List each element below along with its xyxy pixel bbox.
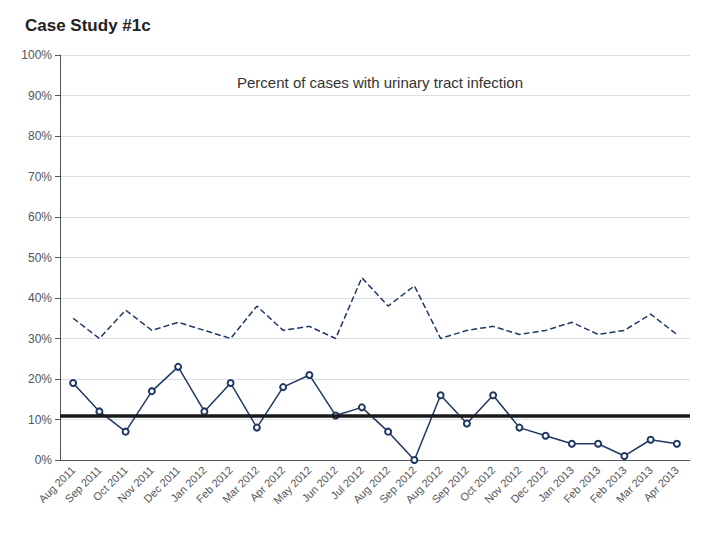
svg-text:0%: 0% (35, 453, 53, 467)
svg-text:Percent of cases with urinary: Percent of cases with urinary tract infe… (237, 74, 523, 91)
svg-text:Feb 2012: Feb 2012 (193, 463, 235, 506)
svg-text:Nov 2011: Nov 2011 (115, 463, 157, 505)
svg-text:Nov 2012: Nov 2012 (481, 463, 524, 506)
svg-text:Sep 2012: Sep 2012 (376, 463, 419, 506)
svg-text:Dec 2012: Dec 2012 (508, 463, 550, 506)
svg-text:Aug 2012: Aug 2012 (350, 463, 393, 506)
svg-text:Oct 2011: Oct 2011 (90, 463, 130, 504)
svg-text:Oct 2012: Oct 2012 (457, 463, 498, 504)
svg-text:Jan 2012: Jan 2012 (168, 463, 209, 505)
svg-text:60%: 60% (28, 210, 52, 224)
svg-text:Apr 2012: Apr 2012 (247, 463, 288, 504)
svg-text:50%: 50% (28, 251, 52, 265)
svg-text:Feb 2013: Feb 2013 (587, 463, 629, 506)
svg-text:Sep 2011: Sep 2011 (62, 463, 104, 505)
svg-text:Aug 2011: Aug 2011 (36, 463, 78, 505)
svg-text:70%: 70% (28, 170, 52, 184)
svg-text:Jul 2012: Jul 2012 (328, 463, 367, 502)
svg-text:10%: 10% (28, 413, 52, 427)
svg-text:Sep 2012: Sep 2012 (429, 463, 472, 506)
svg-text:100%: 100% (21, 48, 52, 62)
svg-text:90%: 90% (28, 89, 52, 103)
svg-text:40%: 40% (28, 291, 52, 305)
svg-text:Mar 2012: Mar 2012 (219, 463, 262, 506)
svg-text:Case Study #1c: Case Study #1c (25, 16, 151, 35)
svg-text:May 2012: May 2012 (271, 463, 314, 507)
svg-text:30%: 30% (28, 332, 52, 346)
svg-text:Jan 2013: Jan 2013 (535, 463, 577, 505)
svg-text:Apr 2013: Apr 2013 (641, 464, 681, 504)
svg-text:Jun 2012: Jun 2012 (299, 463, 340, 505)
svg-text:Aug 2012: Aug 2012 (403, 463, 445, 506)
svg-text:20%: 20% (28, 372, 52, 386)
svg-text:Feb 2013: Feb 2013 (561, 463, 603, 506)
svg-text:80%: 80% (28, 129, 52, 143)
svg-text:Mar 2013: Mar 2013 (613, 463, 655, 506)
svg-text:Dec 2011: Dec 2011 (141, 463, 183, 505)
